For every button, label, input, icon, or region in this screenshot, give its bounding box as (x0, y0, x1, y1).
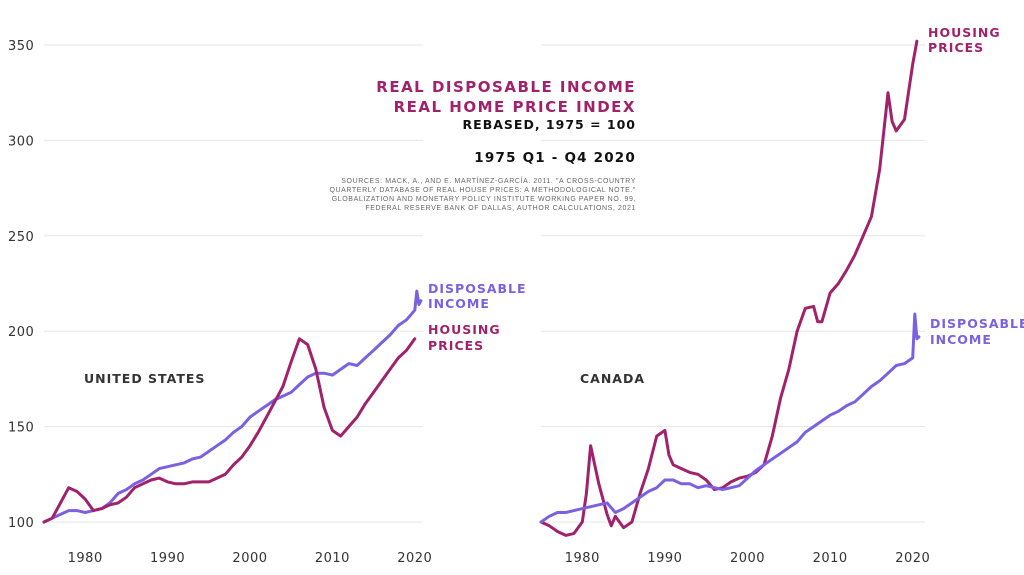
x-tick-ca-1980: 1980 (565, 551, 600, 566)
y-tick-150: 150 (8, 421, 34, 436)
us-housing-label-1: HOUSING (428, 322, 501, 337)
x-tick-ca-2000: 2000 (730, 551, 765, 566)
x-tick-ca-1990: 1990 (647, 551, 682, 566)
ca-housing-label-2: PRICES (928, 40, 984, 55)
source-line-1: SOURCES: MACK, A., AND E. MARTÍNEZ-GARCÍ… (341, 176, 636, 185)
ca-housing-prices-line (539, 39, 919, 537)
x-tick-us-2010: 2010 (315, 551, 350, 566)
source-line-4: FEDERAL RESERVE BANK OF DALLAS, AUTHOR C… (365, 205, 636, 212)
y-tick-100: 100 (8, 516, 34, 531)
ca-disposable-income-line (539, 312, 921, 524)
x-tick-us-2000: 2000 (232, 551, 267, 566)
x-tick-us-1990: 1990 (150, 551, 185, 566)
x-tick-us-2020: 2020 (397, 551, 432, 566)
grid-lines (44, 44, 925, 523)
y-tick-200: 200 (8, 325, 34, 340)
title-line-1: REAL DISPOSABLE INCOME (376, 78, 636, 96)
source-line-2: QUARTERLY DATABASE OF REAL HOUSE PRICES:… (329, 187, 636, 194)
series-us (42, 289, 423, 524)
title-line-3: REBASED, 1975 = 100 (463, 117, 636, 132)
ca-income-label-2: INCOME (930, 332, 992, 347)
title-line-2: REAL HOME PRICE INDEX (394, 98, 636, 116)
x-axis-us: 1980 1990 2000 2010 2020 (68, 551, 432, 566)
us-housing-label-2: PRICES (428, 338, 484, 353)
series-ca (539, 39, 921, 537)
series-labels: DISPOSABLE INCOME HOUSING PRICES HOUSING… (428, 25, 1024, 353)
period-label: 1975 Q1 - Q4 2020 (474, 150, 636, 166)
y-tick-250: 250 (8, 230, 34, 245)
panel-label-canada: CANADA (580, 371, 645, 386)
us-income-label-1: DISPOSABLE (428, 281, 527, 296)
y-tick-300: 300 (8, 134, 34, 149)
x-tick-ca-2020: 2020 (895, 551, 930, 566)
ca-housing-label-1: HOUSING (928, 25, 1001, 40)
y-axis: 100 150 200 250 300 350 (8, 39, 34, 531)
source-line-3: GLOBALIZATION AND MONETARY POLICY INSTIT… (332, 196, 636, 203)
x-axis-ca: 1980 1990 2000 2010 2020 (565, 551, 930, 566)
x-tick-us-1980: 1980 (68, 551, 103, 566)
x-tick-ca-2010: 2010 (813, 551, 848, 566)
us-income-label-2: INCOME (428, 296, 490, 311)
panel-label-us: UNITED STATES (84, 371, 205, 386)
y-tick-350: 350 (8, 39, 34, 54)
us-disposable-income-line (42, 289, 423, 524)
title-block: REAL DISPOSABLE INCOME REAL HOME PRICE I… (329, 78, 636, 212)
ca-income-label-1: DISPOSABLE (930, 316, 1024, 331)
us-housing-prices-line (42, 337, 417, 524)
